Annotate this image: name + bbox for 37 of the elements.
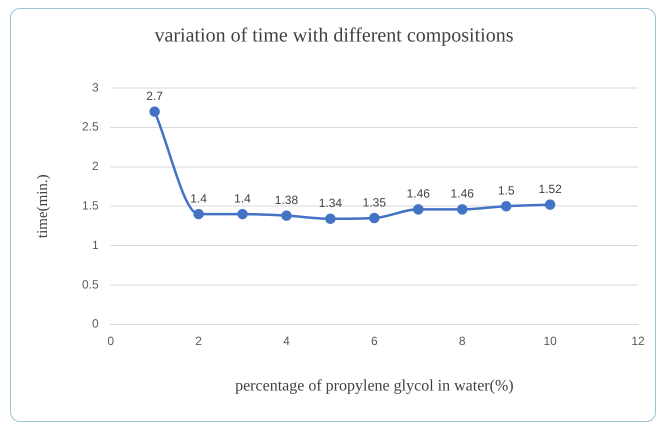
x-tick-label: 6 (370, 334, 378, 348)
chart-title: variation of time with different compositions (154, 24, 514, 46)
point (544, 199, 556, 210)
data-label: 1.52 (538, 182, 562, 196)
y-tick-label: 1 (92, 238, 99, 252)
point (369, 212, 380, 224)
x-tick-label: 2 (195, 334, 202, 348)
point (325, 214, 336, 224)
data-label: 2.7 (146, 88, 164, 103)
y-tick-label: 2.5 (82, 120, 99, 134)
x-tick-label: 8 (458, 334, 466, 348)
y-tick-label: 1.5 (82, 198, 99, 213)
data-label: 1.4 (234, 191, 252, 206)
point (149, 106, 160, 117)
point (413, 204, 424, 215)
y-tick-label: 3 (92, 80, 99, 94)
data-label: 1.38 (274, 192, 298, 207)
x-tick-label: 10 (543, 334, 558, 348)
y-tick-label: 0 (92, 316, 99, 331)
point (500, 200, 512, 212)
y-tick-label: 0.5 (82, 277, 99, 292)
data-label: 1.35 (362, 195, 386, 210)
point (456, 204, 468, 215)
y-axis-title: time(min.) (34, 174, 51, 238)
x-tick-label: 0 (107, 334, 114, 348)
y-tick-label: 2 (92, 159, 99, 174)
x-tick-label: 12 (631, 334, 645, 348)
data-label: 1.4 (190, 191, 208, 206)
data-label: 1.46 (450, 186, 474, 201)
x-tick-label: 4 (283, 334, 290, 348)
data-label: 1.34 (318, 196, 342, 210)
data-label: 1.46 (406, 186, 430, 201)
x-axis-title: percentage of propylene glycol in water(%) (235, 378, 514, 395)
point (281, 210, 292, 221)
point (237, 208, 248, 220)
data-label: 1.5 (498, 184, 515, 198)
point (193, 208, 204, 220)
